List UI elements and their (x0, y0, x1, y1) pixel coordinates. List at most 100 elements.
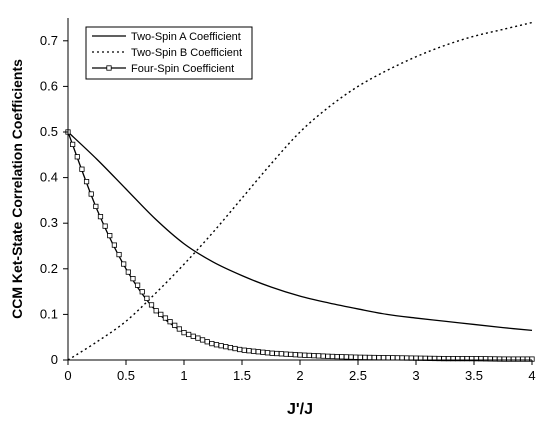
data-point (260, 349, 266, 355)
y-tick-label: 0.5 (40, 124, 58, 139)
x-tick-label: 1 (180, 368, 187, 383)
data-point (366, 354, 373, 361)
data-point (311, 353, 317, 359)
data-point (167, 319, 173, 325)
data-point (195, 335, 201, 341)
x-tick-label: 2.5 (349, 368, 367, 383)
data-point (250, 348, 257, 354)
data-point (506, 356, 512, 362)
data-point (107, 233, 113, 239)
data-point (501, 356, 507, 362)
y-tick-label: 0.4 (40, 170, 58, 185)
data-point (334, 354, 340, 360)
legend-label-2: Two-Spin B Coefficient (131, 47, 242, 59)
data-point (74, 154, 80, 160)
data-point (385, 355, 391, 361)
data-point (520, 356, 526, 362)
data-point (496, 356, 503, 362)
data-point (139, 289, 145, 295)
data-point (315, 353, 322, 359)
data-point (199, 337, 206, 343)
data-point (288, 351, 294, 358)
data-point (134, 282, 141, 288)
data-point (380, 355, 387, 361)
data-point (121, 261, 127, 267)
series-line-2 (67, 21, 533, 361)
y-tick-label: 0.6 (40, 78, 58, 93)
data-point (246, 348, 252, 354)
y-tick-label: 0.2 (40, 261, 58, 276)
series-line-3 (67, 131, 533, 360)
data-point (283, 351, 289, 357)
y-tick-label: 0.7 (40, 33, 58, 48)
data-point (362, 354, 368, 360)
legend-label-3: Four-Spin Coefficient (131, 63, 234, 75)
data-point (241, 347, 247, 353)
series-markers-3 (65, 129, 535, 362)
series-layer (65, 21, 535, 362)
data-point (116, 251, 122, 258)
data-point (492, 356, 498, 362)
data-point (158, 311, 164, 318)
data-point (93, 203, 99, 210)
data-point (325, 353, 331, 359)
data-point (343, 354, 350, 360)
data-point (83, 179, 90, 185)
data-point (353, 354, 359, 360)
legend-marker (106, 65, 112, 71)
data-point (320, 353, 326, 359)
y-tick-label: 0.1 (40, 306, 58, 321)
data-point (130, 276, 136, 282)
data-point (515, 356, 521, 362)
data-point (153, 308, 159, 314)
series-line-1 (67, 131, 533, 332)
data-point (186, 331, 192, 338)
x-tick-label: 3.5 (465, 368, 483, 383)
data-point (510, 356, 517, 362)
legend-label-1: Two-Spin A Coefficient (131, 31, 241, 43)
data-point (278, 351, 285, 357)
data-point (339, 354, 345, 360)
data-point (394, 355, 401, 361)
data-point (209, 340, 215, 347)
x-tick-label: 1.5 (233, 368, 251, 383)
data-point (148, 302, 155, 308)
x-tick-label: 4 (528, 368, 535, 383)
data-point (162, 315, 169, 321)
data-point (223, 344, 229, 350)
x-axis-title: J'/J (287, 401, 313, 418)
data-point (88, 191, 94, 197)
x-tick-label: 0 (64, 368, 71, 383)
data-point (524, 356, 530, 362)
data-point (232, 345, 238, 352)
legend: Two-Spin A Coefficient Two-Spin B Coeffic… (85, 26, 253, 80)
data-point (255, 349, 261, 355)
data-point (111, 242, 117, 248)
y-tick-label: 0 (51, 352, 58, 367)
data-point (390, 355, 396, 361)
data-point (274, 350, 280, 357)
data-point (79, 166, 85, 172)
data-point (144, 295, 150, 301)
data-point (102, 223, 108, 229)
data-point (237, 346, 243, 353)
data-point (269, 350, 275, 356)
data-point (176, 326, 182, 332)
data-point (399, 355, 405, 361)
data-point (329, 353, 336, 360)
data-point (376, 354, 382, 361)
data-point (292, 352, 298, 358)
y-tick-label: 0.3 (40, 215, 58, 230)
ticks-layer: 0 0.5 1 1.5 2 2.5 3 3.5 4 0 0.1 0.2 0.3 0.4 0.5 0.6 0.7 (40, 33, 536, 383)
y-axis-title: CCM Ket-State Correlation Coefficients (9, 59, 25, 319)
data-point (181, 330, 187, 336)
data-point (264, 350, 271, 356)
data-point (190, 333, 196, 339)
data-point (125, 269, 131, 275)
data-point (297, 352, 303, 358)
data-point (97, 214, 104, 220)
x-tick-label: 3 (412, 368, 419, 383)
data-point (302, 352, 308, 358)
data-point (348, 354, 354, 360)
